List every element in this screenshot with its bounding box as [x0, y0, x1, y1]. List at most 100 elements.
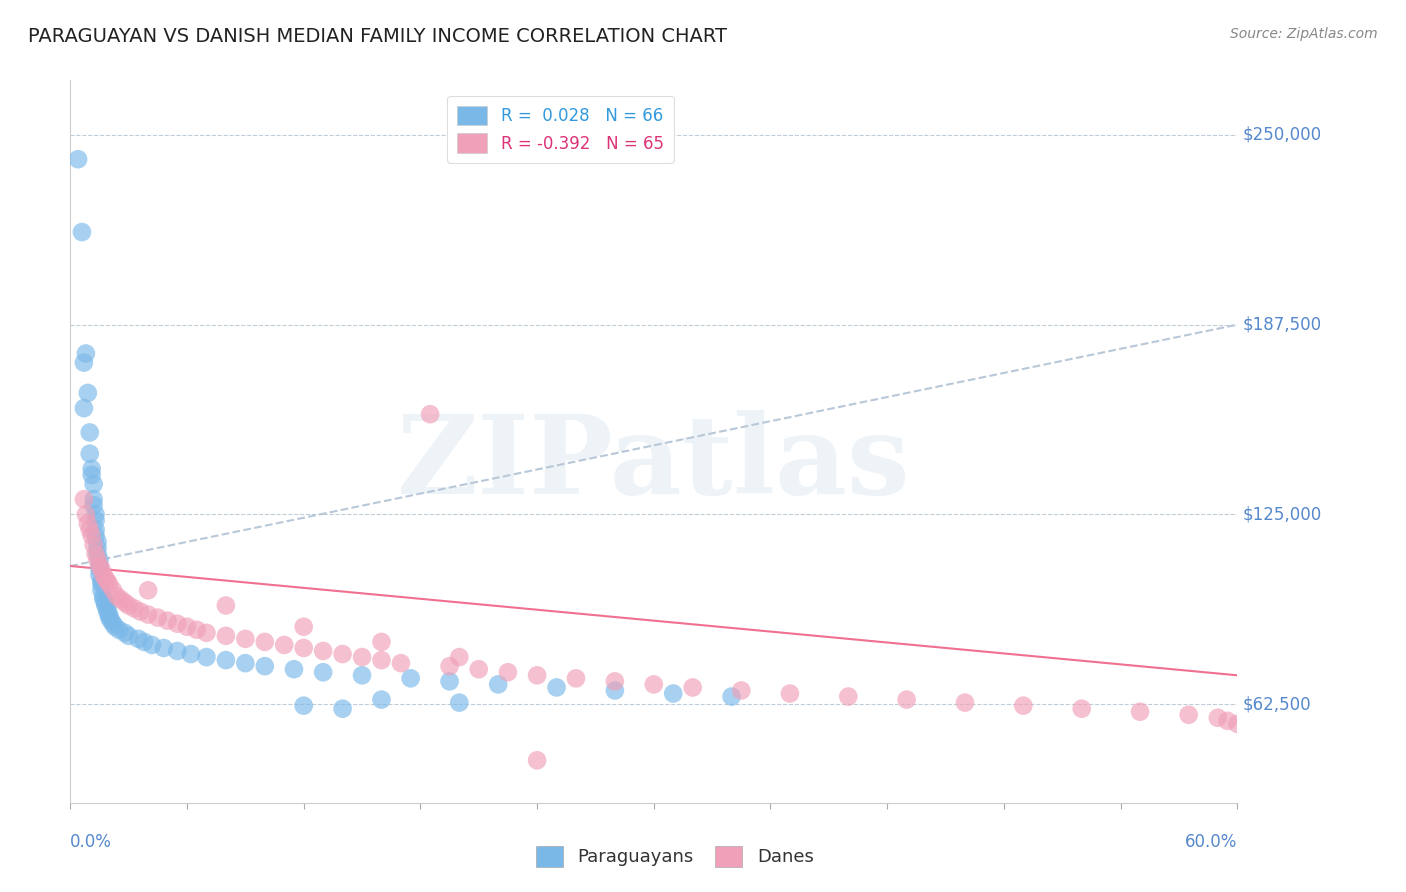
Point: [643, 677, 665, 691]
Point: [720, 690, 742, 704]
Text: PARAGUAYAN VS DANISH MEDIAN FAMILY INCOME CORRELATION CHART: PARAGUAYAN VS DANISH MEDIAN FAMILY INCOM…: [28, 27, 727, 45]
Point: [186, 623, 208, 637]
Point: [233, 632, 256, 646]
Point: [75, 508, 97, 522]
Point: [93, 592, 115, 607]
Point: [332, 701, 354, 715]
Point: [283, 662, 305, 676]
Point: [80, 529, 103, 543]
Point: [273, 638, 295, 652]
Point: [98, 577, 121, 591]
Point: [86, 553, 108, 567]
Point: [662, 686, 685, 700]
Point: [370, 692, 392, 706]
Text: $125,000: $125,000: [1243, 506, 1323, 524]
Point: [86, 534, 108, 549]
Point: [90, 574, 112, 589]
Point: [1206, 711, 1229, 725]
Point: [166, 616, 188, 631]
Point: [215, 653, 238, 667]
Point: [312, 665, 335, 680]
Point: [332, 647, 354, 661]
Point: [953, 696, 976, 710]
Point: [215, 629, 238, 643]
Text: 60.0%: 60.0%: [1185, 833, 1237, 851]
Point: [141, 638, 163, 652]
Point: [84, 523, 107, 537]
Point: [127, 632, 149, 646]
Point: [1070, 701, 1092, 715]
Point: [146, 610, 169, 624]
Legend: Paraguayans, Danes: Paraguayans, Danes: [529, 838, 821, 874]
Point: [195, 650, 218, 665]
Point: [75, 346, 97, 360]
Point: [105, 590, 128, 604]
Point: [129, 605, 152, 619]
Point: [89, 559, 111, 574]
Point: [96, 574, 118, 589]
Text: Source: ZipAtlas.com: Source: ZipAtlas.com: [1230, 27, 1378, 41]
Point: [101, 583, 124, 598]
Point: [486, 677, 509, 691]
Point: [86, 541, 108, 555]
Point: [100, 614, 122, 628]
Text: ZIPatlas: ZIPatlas: [396, 409, 911, 516]
Point: [89, 559, 111, 574]
Point: [253, 635, 276, 649]
Point: [439, 674, 461, 689]
Point: [80, 467, 103, 482]
Point: [439, 659, 461, 673]
Point: [93, 568, 115, 582]
Point: [84, 513, 107, 527]
Point: [136, 583, 159, 598]
Point: [89, 553, 111, 567]
Point: [73, 356, 96, 370]
Point: [90, 562, 112, 576]
Point: [94, 599, 117, 613]
Point: [399, 671, 422, 685]
Text: $250,000: $250,000: [1243, 126, 1322, 144]
Point: [108, 623, 131, 637]
Point: [837, 690, 859, 704]
Point: [73, 401, 96, 416]
Point: [83, 477, 105, 491]
Point: [114, 595, 136, 609]
Point: [98, 610, 121, 624]
Point: [449, 650, 471, 665]
Point: [352, 650, 374, 665]
Point: [195, 625, 218, 640]
Point: [1226, 717, 1249, 731]
Point: [779, 686, 801, 700]
Point: [730, 683, 752, 698]
Point: [84, 547, 107, 561]
Point: [80, 462, 103, 476]
Point: [603, 674, 626, 689]
Text: $187,500: $187,500: [1243, 316, 1322, 334]
Point: [93, 590, 115, 604]
Point: [84, 508, 107, 522]
Point: [94, 595, 117, 609]
Point: [98, 607, 121, 622]
Point: [1012, 698, 1035, 713]
Point: [1216, 714, 1239, 728]
Point: [114, 625, 136, 640]
Point: [312, 644, 335, 658]
Point: [86, 547, 108, 561]
Point: [292, 640, 315, 655]
Point: [76, 516, 98, 531]
Point: [89, 568, 111, 582]
Point: [419, 407, 441, 421]
Point: [118, 629, 141, 643]
Point: [166, 644, 188, 658]
Point: [136, 607, 159, 622]
Point: [156, 614, 179, 628]
Point: [96, 605, 118, 619]
Point: [83, 498, 105, 512]
Text: $62,500: $62,500: [1243, 695, 1312, 713]
Point: [101, 616, 124, 631]
Point: [73, 492, 96, 507]
Point: [370, 653, 392, 667]
Point: [124, 601, 146, 615]
Point: [449, 696, 471, 710]
Point: [79, 425, 101, 440]
